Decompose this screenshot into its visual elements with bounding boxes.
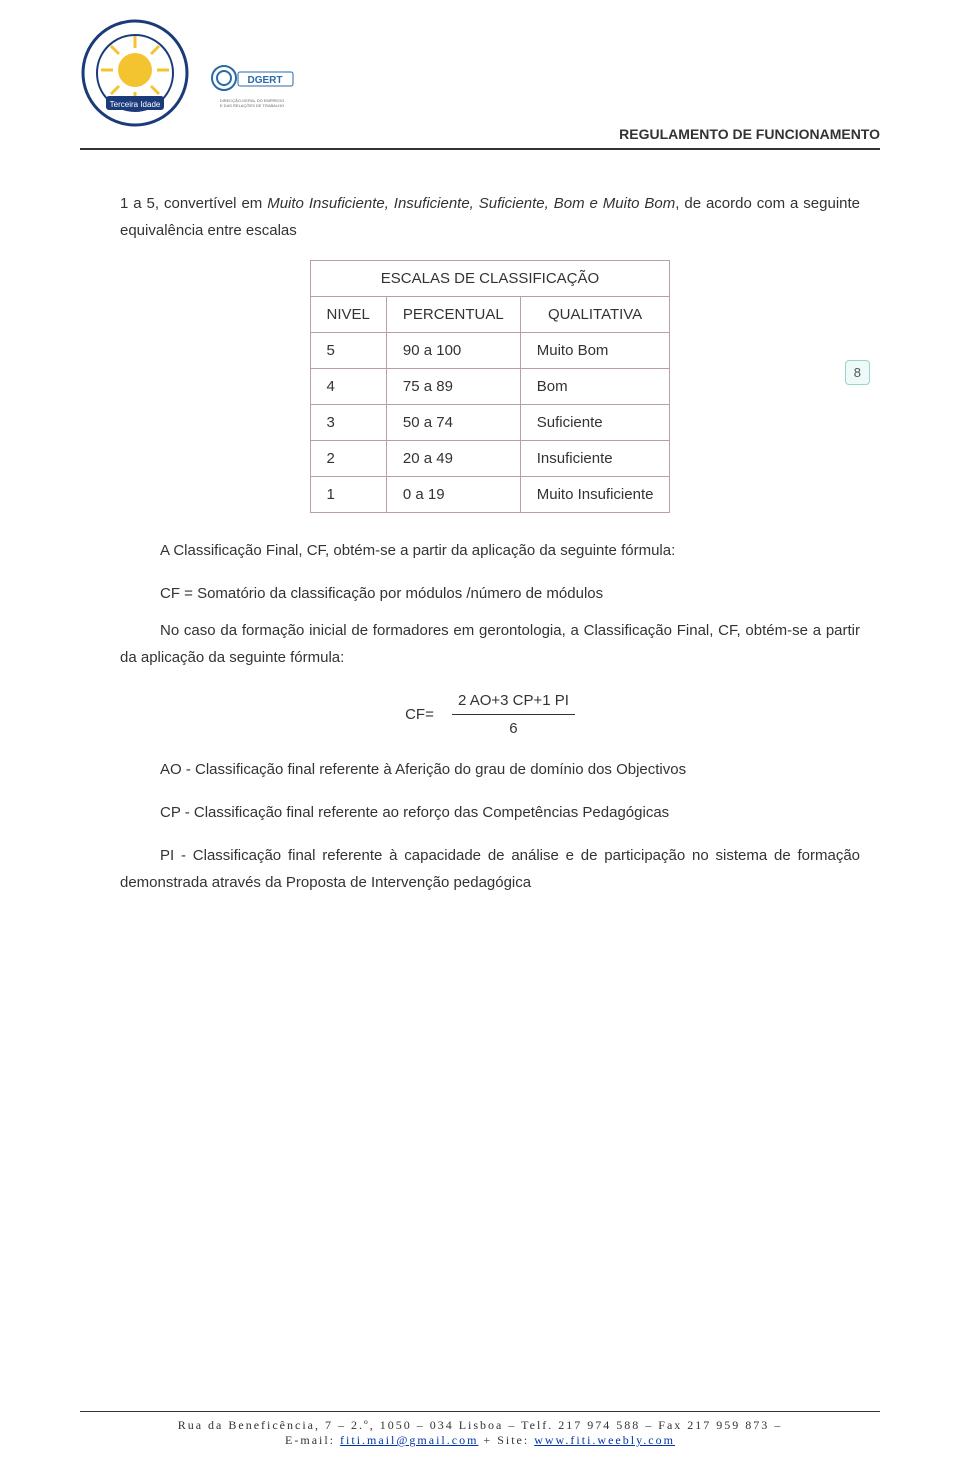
formula-somatorio: CF = Somatório da classificação por módu… — [160, 580, 860, 607]
classification-table: ESCALAS DE CLASSIFICAÇÃO NIVEL PERCENTUA… — [310, 260, 671, 513]
page-number-badge: 8 — [845, 360, 870, 385]
formula-numerator: 2 AO+3 CP+1 PI — [452, 687, 575, 715]
cf-formula: CF= 2 AO+3 CP+1 PI 6 — [120, 687, 860, 742]
paragraph-cf-intro: A Classificação Final, CF, obtém-se a pa… — [120, 537, 860, 564]
table-header-row: NIVEL PERCENTUAL QUALITATIVA — [310, 297, 670, 333]
col-percentual: PERCENTUAL — [386, 297, 520, 333]
svg-text:Terceira Idade: Terceira Idade — [110, 100, 161, 109]
footer-address: Rua da Beneficência, 7 – 2.º, 1050 – 034… — [80, 1418, 880, 1433]
col-nivel: NIVEL — [310, 297, 386, 333]
table-row: 1 0 a 19 Muito Insuficiente — [310, 477, 670, 513]
col-qualitativa: QUALITATIVA — [520, 297, 670, 333]
table-row: 3 50 a 74 Suficiente — [310, 405, 670, 441]
svg-text:E DAS RELAÇÕES DE TRABALHO: E DAS RELAÇÕES DE TRABALHO — [220, 103, 284, 108]
ao-definition: AO - Classificação final referente à Afe… — [120, 756, 860, 783]
page-footer: Rua da Beneficência, 7 – 2.º, 1050 – 034… — [80, 1411, 880, 1448]
table-row: 5 90 a 100 Muito Bom — [310, 333, 670, 369]
footer-email-link[interactable]: fiti.mail@gmail.com — [340, 1433, 478, 1447]
table-title: ESCALAS DE CLASSIFICAÇÃO — [310, 261, 670, 297]
cp-definition: CP - Classificação final referente ao re… — [120, 799, 860, 826]
intro-paragraph: 1 a 5, convertível em Muito Insuficiente… — [120, 190, 860, 244]
page-header: Terceira Idade DGERT DIRECÇÃO-GERAL DO E… — [80, 0, 880, 150]
header-title: REGULAMENTO DE FUNCIONAMENTO — [619, 126, 880, 142]
svg-text:DGERT: DGERT — [248, 75, 283, 86]
formula-denominator: 6 — [452, 715, 575, 742]
table-row: 4 75 a 89 Bom — [310, 369, 670, 405]
fiti-logo-icon: Terceira Idade — [80, 18, 190, 128]
paragraph-gerontologia: No caso da formação inicial de formadore… — [120, 617, 860, 671]
table-row: 2 20 a 49 Insuficiente — [310, 441, 670, 477]
footer-contacts: E-mail: fiti.mail@gmail.com + Site: www.… — [80, 1433, 880, 1448]
formula-label: CF= — [405, 701, 434, 728]
document-body: 1 a 5, convertível em Muito Insuficiente… — [120, 190, 860, 896]
dgert-logo-icon: DGERT DIRECÇÃO-GERAL DO EMPREGO E DAS RE… — [210, 60, 295, 110]
pi-definition: PI - Classificação final referente à cap… — [120, 842, 860, 896]
footer-site-link[interactable]: www.fiti.weebly.com — [534, 1433, 675, 1447]
page-number: 8 — [845, 360, 870, 385]
